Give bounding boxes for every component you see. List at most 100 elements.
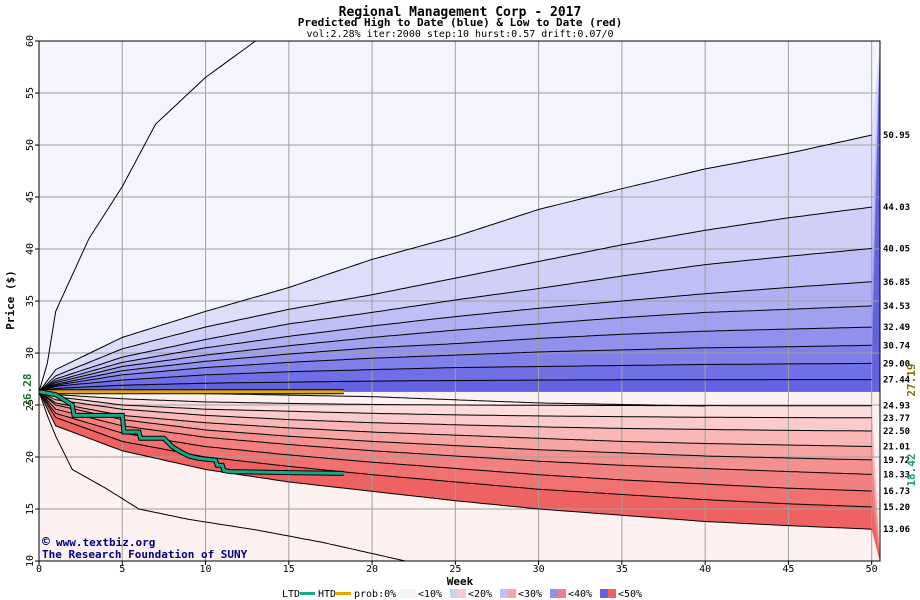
lower-band-line [38, 391, 872, 475]
upper-band-line [38, 40, 256, 392]
band-value-label: 18.33 [883, 470, 910, 480]
band-value-label: 21.01 [883, 442, 910, 452]
upper-band-line [38, 379, 872, 393]
watermark-url: www.textbiz.org [56, 536, 155, 549]
band-value-label: 36.85 [883, 278, 910, 288]
lower-band-line [38, 391, 406, 562]
upper-band-line [38, 206, 872, 393]
chart-parameters: vol:2.28% iter:2000 step:10 hurst:0.57 d… [306, 29, 613, 40]
y-tick-label: 15 [25, 503, 36, 515]
x-tick-label: 5 [119, 564, 125, 575]
x-tick-label: 45 [782, 564, 794, 575]
band-value-label: 34.53 [883, 302, 910, 312]
legend-item-label: <50% [618, 589, 642, 600]
x-tick-label: 25 [449, 564, 461, 575]
y-tick-label: 30 [25, 347, 36, 359]
legend-swatch-blue [450, 589, 458, 598]
band-value-label: 15.20 [883, 503, 910, 513]
y-tick-label: 60 [25, 35, 36, 47]
x-tick-label: 20 [366, 564, 378, 575]
legend-prob-label: prob:0% [354, 589, 396, 600]
band-value-label: 24.93 [883, 402, 910, 412]
band-value-label: 19.72 [883, 456, 910, 466]
watermark: © www.textbiz.org The Research Foundatio… [42, 535, 248, 561]
y-tick-label: 55 [25, 87, 36, 99]
x-axis-label: Week [447, 575, 474, 588]
band-value-label: 32.49 [883, 323, 910, 333]
y-tick-label: 50 [25, 139, 36, 151]
upper-band-line [38, 344, 872, 393]
legend: LTD HTD prob:0% <10% <20% <30% <40% <50% [282, 589, 642, 600]
lower-band-fill [39, 391, 880, 561]
band-value-label: 44.03 [883, 203, 910, 213]
series-lines [38, 389, 344, 476]
upper-band-fill [39, 41, 880, 392]
y-tick-label: 20 [25, 451, 36, 463]
legend-htd-label: HTD [318, 589, 336, 600]
legend-swatch-blue [400, 589, 408, 598]
x-tick-label: 40 [699, 564, 711, 575]
legend-ltd-swatch [300, 592, 315, 595]
chart-subtitle: Predicted High to Date (blue) & Low to D… [298, 16, 623, 29]
watermark-org: The Research Foundation of SUNY [42, 548, 248, 561]
legend-swatch-red [458, 589, 466, 598]
band-value-label: 13.06 [883, 525, 910, 535]
legend-item-label: <10% [418, 589, 442, 600]
lower-band-fill [39, 391, 880, 561]
legend-swatch-blue [550, 589, 558, 598]
band-value-label: 30.74 [883, 341, 911, 351]
lower-band-line [38, 391, 872, 492]
x-tick-label: 35 [616, 564, 628, 575]
upper-band-line [38, 326, 872, 393]
legend-htd-swatch [336, 592, 351, 595]
legend-item-label: <30% [518, 589, 542, 600]
legend-item-label: <40% [568, 589, 592, 600]
lower-band-line [38, 391, 872, 461]
band-value-labels: 50.95 44.03 40.05 36.85 34.53 32.49 30.74 29.00… [883, 131, 911, 535]
legend-swatch-blue [600, 589, 608, 598]
upper-band-fill [39, 41, 880, 392]
band-value-label: 27.44 [883, 376, 911, 386]
lower-band-fill [39, 391, 880, 561]
copyright-symbol: © [42, 535, 50, 550]
lower-band-fill [39, 391, 880, 561]
upper-band-line [38, 134, 872, 393]
band-value-label: 23.77 [883, 414, 910, 424]
htd-final-value: 27.19 [905, 363, 918, 396]
y-tick-label: 25 [25, 399, 36, 411]
lower-band-line [38, 391, 872, 447]
y-tick-label: 40 [25, 243, 36, 255]
band-value-label: 50.95 [883, 131, 910, 141]
lower-band-line [38, 391, 872, 419]
legend-swatch-red [608, 589, 616, 598]
y-tick-label: 45 [25, 191, 36, 203]
x-tick-label: 30 [533, 564, 545, 575]
upper-band-fill [39, 41, 880, 392]
lower-band-line [38, 391, 872, 432]
band-boundary-lines [38, 40, 872, 562]
band-value-label: 16.73 [883, 487, 910, 497]
axes: 0 5 10 15 20 25 30 35 40 45 50 10 15 20 25 30 35 40 45 50 55… [25, 35, 878, 575]
y-tick-label: 10 [25, 555, 36, 567]
upper-band-line [38, 362, 872, 393]
legend-swatch-red [508, 589, 516, 598]
upper-band-line [38, 305, 872, 393]
start-price-label: 26.28 [21, 373, 34, 406]
upper-band-line [38, 248, 872, 393]
legend-swatch-blue [500, 589, 508, 598]
legend-item-label: <20% [468, 589, 492, 600]
x-tick-label: 10 [200, 564, 212, 575]
ltd-line [38, 390, 344, 475]
x-tick-label: 15 [283, 564, 295, 575]
x-tick-label: 0 [36, 564, 42, 575]
legend-swatch-red [408, 589, 416, 598]
lower-band-fill [39, 391, 880, 561]
legend-ltd-label: LTD [282, 589, 300, 600]
band-value-label: 40.05 [883, 244, 910, 254]
upper-band-line [38, 281, 872, 393]
lower-band-line [38, 391, 872, 530]
y-axis-label: Price ($) [4, 270, 17, 330]
lower-band-line [38, 391, 872, 407]
band-value-label: 22.50 [883, 427, 910, 437]
